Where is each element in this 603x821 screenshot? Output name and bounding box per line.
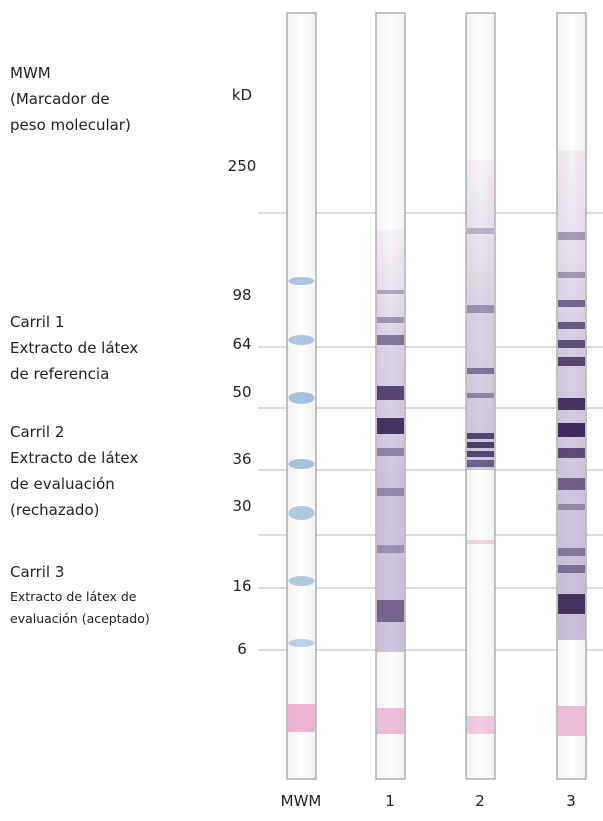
lane-1-band-80 <box>377 317 404 323</box>
strip-lane-3 <box>556 12 587 780</box>
mw-marker-30: 30 <box>232 497 252 515</box>
lane-2-pink-band <box>467 716 494 734</box>
legend-lane-3-title: Carril 3 <box>10 559 64 585</box>
lane-2-faint-band <box>467 540 494 544</box>
lane-1-band-22 <box>377 545 404 553</box>
lane-label-mwm: MWM <box>280 792 322 810</box>
lane-2-band-38 <box>467 451 494 457</box>
lane-1-band-12 <box>377 600 404 622</box>
lane-3-band-58 <box>558 357 585 366</box>
lane-1-pink-band <box>377 708 404 734</box>
lane-3-band-14 <box>558 594 585 614</box>
lane-3-band-50 <box>558 398 585 410</box>
lane-1-smear <box>377 230 404 652</box>
mw-marker-64: 64 <box>232 335 252 353</box>
legend-lane-1-line-3: de referencia <box>10 365 110 383</box>
legend-lane-2: Carril 2 Extracto de látex de evaluación… <box>10 419 138 523</box>
strip-mwm <box>286 12 317 780</box>
lane-3-band-38 <box>558 448 585 458</box>
lane-1-band-52 <box>377 386 404 400</box>
mwm-band-50 <box>288 392 315 404</box>
mw-marker-98: 98 <box>232 286 252 304</box>
legend-lane-3-description: Extracto de látex de evaluación (aceptad… <box>10 586 150 630</box>
mw-marker-250: 250 <box>227 157 257 175</box>
strip-lane-2 <box>465 12 496 780</box>
lane-3-band-80 <box>558 322 585 329</box>
mwm-band-64 <box>288 335 315 345</box>
lane-2-band-250 <box>467 228 494 234</box>
mwm-band-6 <box>288 639 315 647</box>
lane-3-band-98 <box>558 300 585 307</box>
mwm-band-16 <box>288 576 315 586</box>
legend-lane-3-line-2: Extracto de látex de <box>10 589 137 604</box>
legend-lane-2-line-4: (rechazado) <box>10 501 100 519</box>
lane-3-smear <box>558 150 585 640</box>
lane-3-band-32 <box>558 478 585 490</box>
mwm-band-30 <box>288 506 315 520</box>
lane-1-band-38 <box>377 448 404 456</box>
lane-2-band-90 <box>467 305 494 313</box>
legend-lane-2-line-3: de evaluación <box>10 475 115 493</box>
legend-lane-2-line-2: Extracto de látex <box>10 449 139 467</box>
lane-1-band-45 <box>377 418 404 434</box>
lane-3-pink-band <box>558 706 585 736</box>
lane-3-band-18 <box>558 565 585 573</box>
legend-lane-3-line-3: evaluación (aceptado) <box>10 611 150 626</box>
lane-2-band-40b <box>467 442 494 448</box>
kd-unit-label: kD <box>231 86 253 104</box>
lane-3-band-160 <box>558 232 585 240</box>
lane-2-band-48 <box>467 393 494 398</box>
legend-mwm-line-1: MWM <box>10 64 51 82</box>
lane-2-smear <box>467 160 494 470</box>
legend-lane-1-line-2: Extracto de látex <box>10 339 139 357</box>
strip-lane-1 <box>375 12 406 780</box>
lane-2-band-55 <box>467 368 494 374</box>
lane-1-band-64 <box>377 335 404 345</box>
mw-marker-50: 50 <box>232 383 252 401</box>
lane-1-band-32 <box>377 488 404 496</box>
lane-3-band-110 <box>558 272 585 278</box>
legend-mwm-line-3: peso molecular) <box>10 116 131 134</box>
lane-2-band-40a <box>467 433 494 439</box>
legend-lane-1-line-1: Carril 1 <box>10 313 65 331</box>
legend-lane-2-line-1: Carril 2 <box>10 423 65 441</box>
lane-label-1: 1 <box>385 792 395 810</box>
mw-marker-6: 6 <box>237 640 247 658</box>
mwm-band-98 <box>288 277 315 285</box>
lane-1-band-98 <box>377 290 404 294</box>
legend-mwm-line-2: (Marcador de <box>10 90 110 108</box>
lane-label-2: 2 <box>475 792 485 810</box>
mw-marker-16: 16 <box>232 577 252 595</box>
lane-3-band-28 <box>558 504 585 510</box>
mwm-pink-band <box>288 704 315 732</box>
lane-label-3: 3 <box>566 792 576 810</box>
legend-lane-3-line-1: Carril 3 <box>10 563 65 581</box>
legend-mwm: MWM (Marcador de peso molecular) <box>10 60 131 138</box>
lane-3-band-22 <box>558 548 585 556</box>
lane-2-band-36 <box>467 460 494 467</box>
lane-3-band-64 <box>558 340 585 348</box>
mwm-band-36 <box>288 459 315 469</box>
lane-3-band-45 <box>558 423 585 437</box>
legend-lane-1: Carril 1 Extracto de látex de referencia <box>10 309 138 387</box>
mw-marker-36: 36 <box>232 450 252 468</box>
